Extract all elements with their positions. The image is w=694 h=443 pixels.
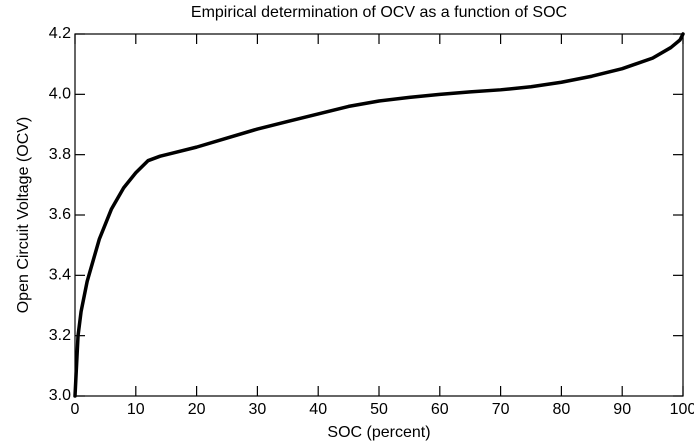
x-tick-label: 30 xyxy=(249,401,267,418)
x-tick-label: 90 xyxy=(613,401,631,418)
x-tick-label: 40 xyxy=(309,401,327,418)
x-tick-label: 60 xyxy=(431,401,449,418)
x-tick-label: 0 xyxy=(71,401,80,418)
y-axis-label: Open Circuit Voltage (OCV) xyxy=(15,117,32,314)
chart-title: Empirical determination of OCV as a func… xyxy=(191,4,567,21)
y-tick-label: 3.4 xyxy=(49,267,71,284)
y-tick-label: 4.0 xyxy=(49,86,71,103)
y-tick-label: 3.8 xyxy=(49,146,71,163)
x-tick-label: 20 xyxy=(188,401,206,418)
x-tick-label: 10 xyxy=(127,401,145,418)
x-tick-label: 100 xyxy=(670,401,694,418)
plot-frame xyxy=(74,33,684,397)
x-axis-label: SOC (percent) xyxy=(327,424,430,441)
y-tick-label: 3.2 xyxy=(49,327,71,344)
x-tick-label: 80 xyxy=(553,401,571,418)
y-tick-label: 3.6 xyxy=(49,206,71,223)
y-tick-label: 3.0 xyxy=(49,387,71,404)
y-tick-label: 4.2 xyxy=(49,25,71,42)
ocv-line xyxy=(73,32,685,398)
x-tick-label: 70 xyxy=(492,401,510,418)
x-tick-label: 50 xyxy=(370,401,388,418)
